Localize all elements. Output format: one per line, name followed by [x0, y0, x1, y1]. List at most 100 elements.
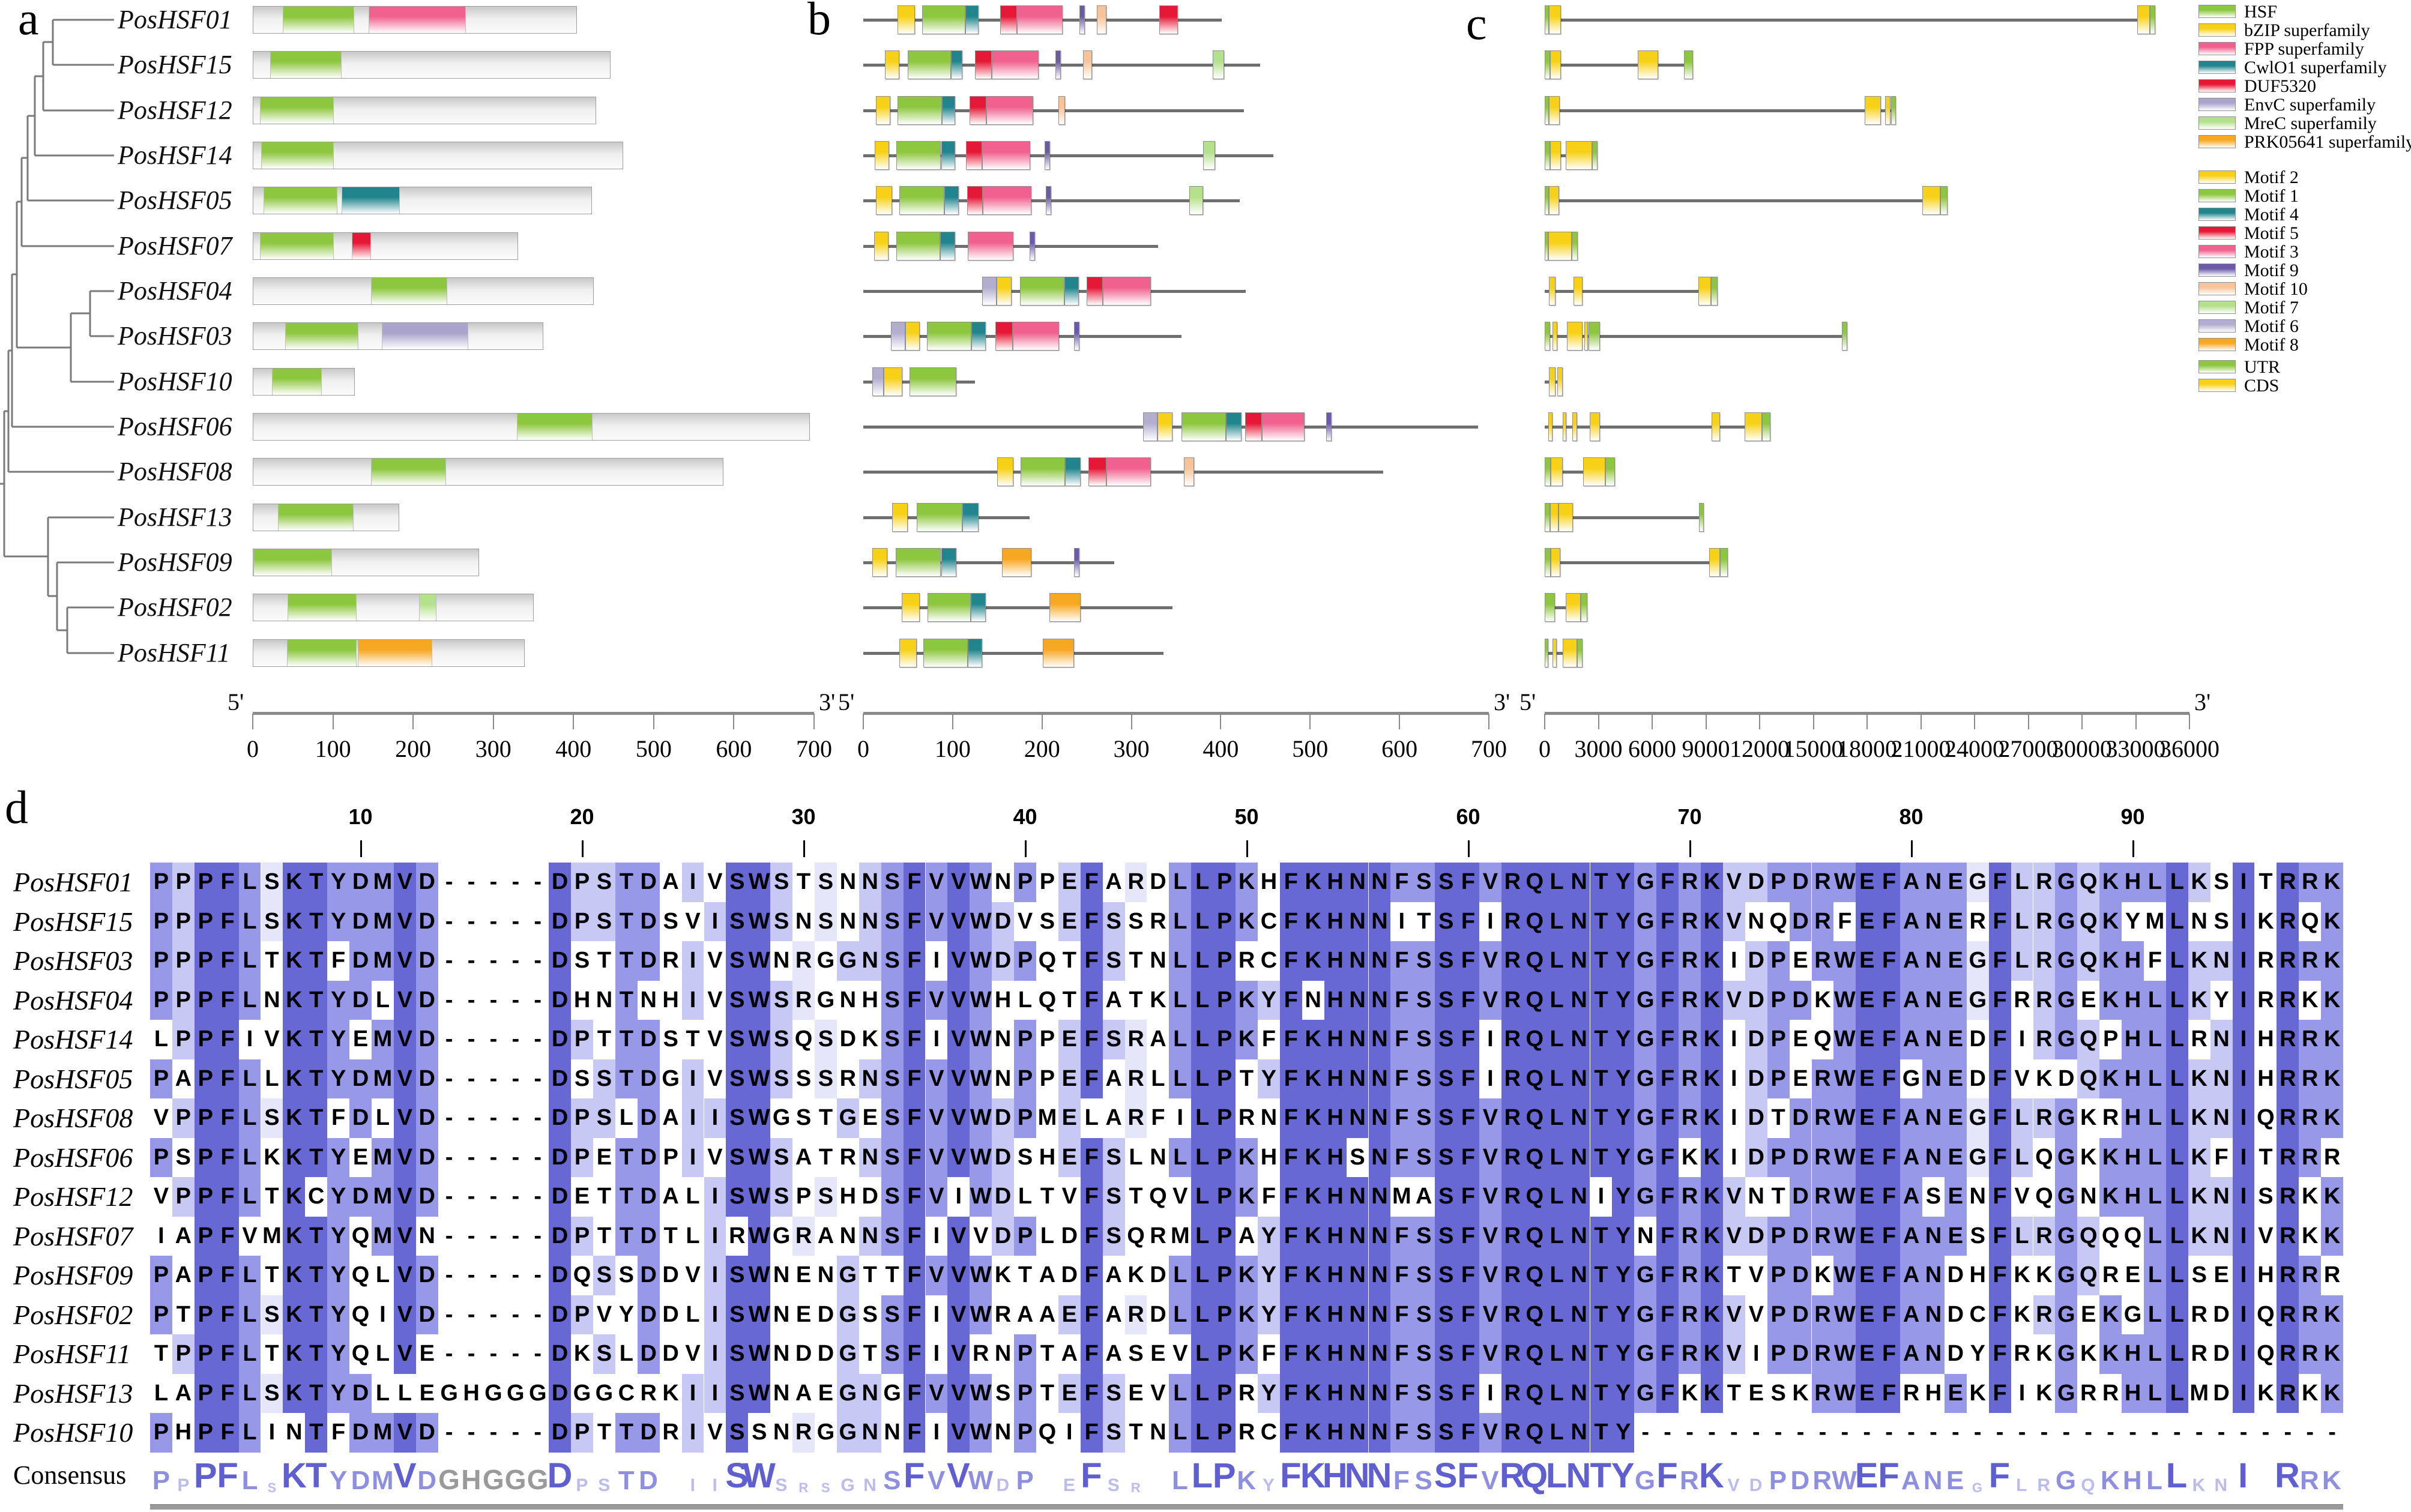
aln-cell: N: [593, 980, 615, 1020]
aln-cell: -: [1988, 1413, 2011, 1453]
aln-cell: N: [1966, 1177, 1989, 1217]
aln-cell: D: [549, 1020, 572, 1059]
aln-cell: K: [283, 1177, 306, 1217]
domain-hsf: [288, 594, 357, 621]
consensus-letter: L: [2016, 1475, 2027, 1495]
consensus-letter: R: [2299, 1466, 2319, 1495]
aln-cell: L: [238, 1373, 261, 1413]
aln-cell: L: [1545, 1295, 1568, 1334]
legend-motif-label: Motif 4: [2244, 205, 2299, 224]
aln-cell: E: [2210, 1256, 2233, 1295]
aln-cell: K: [2321, 863, 2344, 902]
utr-box: [1761, 412, 1770, 441]
aln-cell: A: [659, 1177, 682, 1217]
aln-cell: N: [1368, 1373, 1391, 1413]
aln-cell: E: [1856, 980, 1878, 1020]
aln-cell: F: [1080, 1177, 1103, 1217]
aln-cell: H: [1258, 1137, 1280, 1177]
axis-tick: [2135, 714, 2137, 729]
aln-cell: K: [2033, 1256, 2056, 1295]
domain-hsf: [285, 323, 358, 349]
aln-cell: D: [1789, 1256, 1812, 1295]
aln-cell: G: [571, 1373, 593, 1413]
aln-cell: N: [2210, 1098, 2233, 1138]
aln-cell: L: [2144, 1137, 2166, 1177]
aln-cell: F: [1988, 1098, 2011, 1138]
aln-cell: V: [1479, 863, 1501, 902]
aln-cell: -: [504, 1020, 527, 1059]
aln-cell: A: [172, 1216, 195, 1256]
aln-cell: Y: [2210, 980, 2233, 1020]
aln-cell: Q: [2099, 1216, 2122, 1256]
aln-cell: F: [1080, 941, 1103, 981]
aln-cell: N: [1368, 1413, 1391, 1453]
aln-cell: T: [305, 941, 328, 981]
aln-cell: -: [2277, 1413, 2299, 1453]
aln-cell: T: [615, 941, 638, 981]
panel-b-label: b: [807, 0, 831, 44]
aln-cell: R: [2254, 941, 2277, 981]
consensus-letter: P: [1016, 1466, 1034, 1495]
five-prime-label: 5': [838, 688, 855, 715]
aln-cell: S: [726, 863, 749, 902]
domain-hsf: [270, 52, 342, 78]
aln-cell: F: [1080, 1373, 1103, 1413]
aln-cell: R: [992, 1295, 1015, 1334]
aln-cell: -: [504, 980, 527, 1020]
aln-cell: Y: [327, 1020, 350, 1059]
axis-tick-label: 100: [315, 735, 351, 762]
aln-cell: E: [1856, 1256, 1878, 1295]
aln-cell: P: [571, 1020, 593, 1059]
aln-cell: F: [1080, 1413, 1103, 1453]
aln-cell: H: [2122, 1373, 2144, 1413]
aln-cell: R: [1811, 1216, 1834, 1256]
consensus-letter: W: [968, 1466, 994, 1495]
aln-cell: Y: [1612, 1256, 1635, 1295]
aln-cell: R: [1679, 980, 1701, 1020]
aln-cell: L: [2144, 980, 2166, 1020]
aln-cell: S: [1102, 1373, 1125, 1413]
aln-cell: E: [1856, 1137, 1878, 1177]
aln-cell: Q: [2077, 1256, 2100, 1295]
aln-cell: A: [1900, 1098, 1922, 1138]
aln-cell: R: [1501, 1059, 1524, 1098]
aln-cell: S: [1435, 1020, 1458, 1059]
aln-cell: V: [1147, 1373, 1169, 1413]
aln-cell: R: [1147, 1216, 1169, 1256]
aln-cell: N: [1346, 941, 1369, 981]
aln-cell: P: [1036, 1020, 1058, 1059]
protein-bar: [253, 549, 479, 576]
aln-cell: K: [1302, 941, 1324, 981]
aln-cell: G: [2055, 863, 2078, 902]
aln-cell: R: [2299, 1334, 2322, 1374]
aln-cell: P: [1036, 863, 1058, 902]
aln-cell: N: [1568, 941, 1590, 981]
motif-box-motif-6: [1142, 412, 1157, 441]
aln-cell: L: [372, 1098, 394, 1138]
aln-cell: F: [1390, 1137, 1413, 1177]
ruler-number: 80: [1899, 804, 1924, 829]
aln-cell: K: [2099, 1295, 2122, 1334]
cds-box: [1559, 503, 1573, 532]
aln-cell: Y: [1612, 1216, 1635, 1256]
alignment-row-name: PosHSF10: [13, 1417, 133, 1448]
aln-cell: F: [1390, 863, 1413, 902]
aln-cell: R: [1501, 1295, 1524, 1334]
aln-cell: -: [1811, 1413, 1834, 1453]
alignment-scrollbar[interactable]: [150, 1504, 2344, 1510]
aln-cell: W: [970, 1373, 992, 1413]
aln-cell: K: [2099, 941, 2122, 981]
aln-cell: -: [1900, 1413, 1922, 1453]
aln-cell: S: [881, 980, 904, 1020]
aln-cell: L: [238, 863, 261, 902]
aln-cell: N: [1368, 1177, 1391, 1217]
aln-cell: F: [1878, 1373, 1901, 1413]
aln-cell: R: [2033, 1295, 2056, 1334]
aln-cell: N: [1368, 1334, 1391, 1374]
aln-cell: Q: [1523, 1059, 1546, 1098]
aln-cell: D: [637, 1020, 660, 1059]
aln-cell: Q: [1523, 863, 1546, 902]
aln-cell: N: [1368, 1137, 1391, 1177]
aln-cell: H: [2122, 980, 2144, 1020]
aln-cell: A: [659, 863, 682, 902]
